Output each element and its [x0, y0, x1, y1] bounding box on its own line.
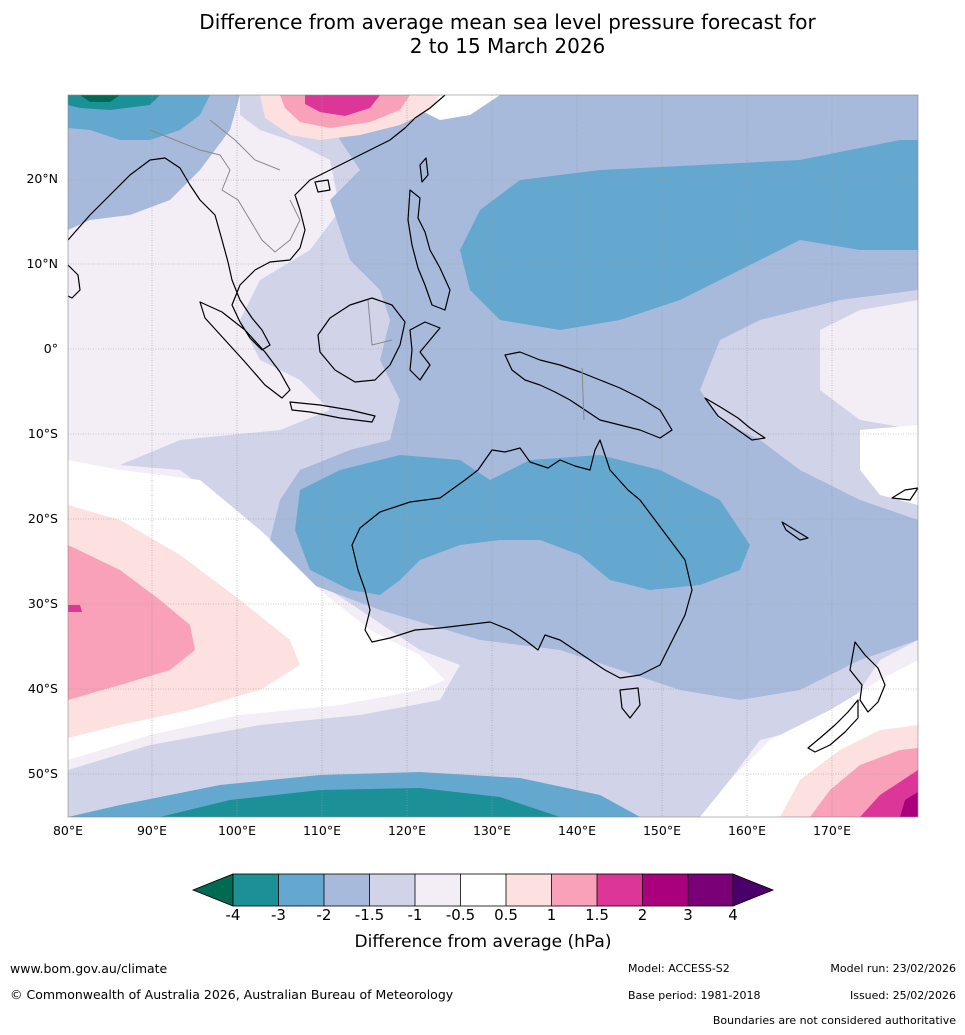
colorbar-box-9: [597, 874, 643, 906]
anomaly-band-under: [80, 95, 120, 102]
colorbar-tick: -3: [271, 906, 286, 924]
india-coastline: [68, 264, 81, 299]
lon-label-110e: 110°E: [302, 823, 341, 838]
sulawesi-coastline: [409, 321, 441, 381]
chart-title: Difference from average mean sea level p…: [0, 10, 965, 58]
colorbar-under: [191, 873, 234, 907]
colorbar-box-1: [233, 874, 279, 906]
colorbar-box-4: [369, 874, 415, 906]
lon-label-150e: 150°E: [642, 823, 681, 838]
lon-label-80e: 80°E: [52, 823, 84, 838]
lon-label-130e: 130°E: [472, 823, 511, 838]
taiwan-coastline: [419, 157, 429, 183]
colorbar-tick: -1: [407, 906, 423, 924]
lon-label-100e: 100°E: [217, 823, 256, 838]
colorbar-tick: -0.5: [445, 906, 476, 924]
new-zealand-north-coastline: [849, 641, 886, 713]
new-zealand-south-coastline: [807, 699, 859, 753]
colorbar-tick: 4: [728, 906, 738, 924]
tasmania-coastline: [619, 687, 641, 719]
coastlines: [68, 95, 918, 753]
colorbar-box-10: [642, 874, 688, 906]
anomaly-band-c7: [68, 95, 918, 817]
lon-label-90e: 90°E: [136, 823, 168, 838]
colorbar-over: [732, 873, 775, 907]
colorbar-tick: 2: [637, 906, 648, 924]
model-run: Model run: 23/02/2026: [830, 962, 956, 975]
disclaimer: Boundaries are not considered authoritat…: [712, 1014, 956, 1027]
java-coastline: [289, 401, 376, 423]
lat-label-0: 0°: [43, 341, 58, 356]
anomaly-band-c10: [900, 792, 918, 817]
map-fill: [68, 95, 918, 817]
colorbar-box-3: [324, 874, 370, 906]
new-guinea-coastline: [504, 351, 673, 439]
lon-label-170e: 170°E: [812, 823, 851, 838]
colorbar-tick: -4: [225, 906, 241, 924]
graticule: [68, 95, 918, 817]
lat-label-10s: 10°S: [27, 426, 58, 441]
sumatra-coastline: [199, 301, 291, 399]
colorbar-tick: 1.5: [585, 906, 609, 924]
colorbar-frame: [232, 873, 734, 907]
lat-label-10n: 10°N: [26, 256, 58, 271]
lon-label-160e: 160°E: [727, 823, 766, 838]
title-line-1: Difference from average mean sea level p…: [199, 10, 816, 34]
borders: [149, 119, 585, 421]
colorbar-box-2: [278, 874, 324, 906]
australia-coastline: [351, 439, 693, 679]
lon-label-140e: 140°E: [557, 823, 596, 838]
website-link[interactable]: www.bom.gov.au/climate: [10, 961, 168, 976]
colorbar-title: Difference from average (hPa): [354, 932, 612, 952]
model-name: Model: ACCESS-S2: [628, 962, 730, 975]
issued-date: Issued: 25/02/2026: [849, 989, 956, 1002]
colorbar-tick: 3: [683, 906, 693, 924]
lat-label-50s: 50°S: [27, 766, 58, 781]
colorbar-tick: 1: [546, 906, 557, 924]
colorbar-tick: 0.5: [494, 906, 518, 924]
title-line-2: 2 to 15 March 2026: [409, 34, 606, 58]
lat-label-30s: 30°S: [27, 596, 58, 611]
colorbar-dividers: [278, 874, 689, 906]
lat-label-20n: 20°N: [26, 171, 58, 186]
lat-label-20s: 20°S: [27, 511, 58, 526]
solomons-coastline: [704, 397, 766, 441]
base-period: Base period: 1981-2018: [628, 989, 761, 1002]
map-frame: [67, 94, 919, 818]
colorbar: [191, 873, 775, 907]
borneo-coastline: [317, 297, 406, 383]
colorbar-box-7: [506, 874, 552, 906]
lat-label-40s: 40°S: [27, 681, 58, 696]
hainan-coastline: [314, 179, 331, 193]
asia-coastline: [68, 95, 446, 351]
colorbar-box-6: [460, 874, 506, 906]
new-caledonia-coastline: [781, 521, 809, 541]
lon-label-120e: 120°E: [387, 823, 426, 838]
colorbar-box-8: [551, 874, 597, 906]
colorbar-tick: -2: [316, 906, 332, 924]
copyright: © Commonwealth of Australia 2026, Austra…: [10, 987, 454, 1002]
colorbar-box-11: [688, 874, 733, 906]
philippines-coastline: [407, 189, 451, 311]
fiji-coastline: [891, 487, 918, 501]
colorbar-box-5: [415, 874, 461, 906]
anomaly-band-c2: [68, 95, 918, 817]
colorbar-tick: -1.5: [354, 906, 385, 924]
